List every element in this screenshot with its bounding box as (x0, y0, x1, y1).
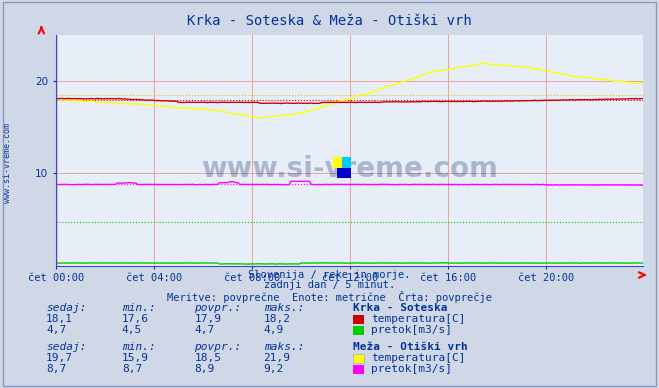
Text: Meritve: povprečne  Enote: metrične  Črta: povprečje: Meritve: povprečne Enote: metrične Črta:… (167, 291, 492, 303)
Text: Krka - Soteska & Meža - Otiški vrh: Krka - Soteska & Meža - Otiški vrh (187, 14, 472, 28)
Text: min.:: min.: (122, 342, 156, 352)
Text: povpr.:: povpr.: (194, 342, 242, 352)
Text: 17,6: 17,6 (122, 314, 149, 324)
Text: 18,2: 18,2 (264, 314, 291, 324)
Text: 8,7: 8,7 (122, 364, 142, 374)
Text: pretok[m3/s]: pretok[m3/s] (371, 364, 452, 374)
Text: Meža - Otiški vrh: Meža - Otiški vrh (353, 342, 467, 352)
Text: povpr.:: povpr.: (194, 303, 242, 314)
Text: 18,5: 18,5 (194, 353, 221, 363)
Text: 8,7: 8,7 (46, 364, 67, 374)
Text: Krka - Soteska: Krka - Soteska (353, 303, 447, 314)
Text: 18,1: 18,1 (46, 314, 73, 324)
Text: temperatura[C]: temperatura[C] (371, 353, 465, 363)
Text: Slovenija / reke in morje.: Slovenija / reke in morje. (248, 270, 411, 280)
Text: 4,5: 4,5 (122, 325, 142, 335)
Text: 4,9: 4,9 (264, 325, 284, 335)
Text: maks.:: maks.: (264, 303, 304, 314)
Text: 4,7: 4,7 (194, 325, 215, 335)
Text: zadnji dan / 5 minut.: zadnji dan / 5 minut. (264, 280, 395, 290)
Text: pretok[m3/s]: pretok[m3/s] (371, 325, 452, 335)
Text: 15,9: 15,9 (122, 353, 149, 363)
Text: sedaj:: sedaj: (46, 303, 86, 314)
Text: min.:: min.: (122, 303, 156, 314)
Text: www.si-vreme.com: www.si-vreme.com (3, 123, 13, 203)
Text: www.si-vreme.com: www.si-vreme.com (201, 155, 498, 183)
Text: 21,9: 21,9 (264, 353, 291, 363)
Text: 9,2: 9,2 (264, 364, 284, 374)
Text: 8,9: 8,9 (194, 364, 215, 374)
Text: 19,7: 19,7 (46, 353, 73, 363)
Text: 17,9: 17,9 (194, 314, 221, 324)
Text: sedaj:: sedaj: (46, 342, 86, 352)
Text: temperatura[C]: temperatura[C] (371, 314, 465, 324)
Text: maks.:: maks.: (264, 342, 304, 352)
Text: 4,7: 4,7 (46, 325, 67, 335)
